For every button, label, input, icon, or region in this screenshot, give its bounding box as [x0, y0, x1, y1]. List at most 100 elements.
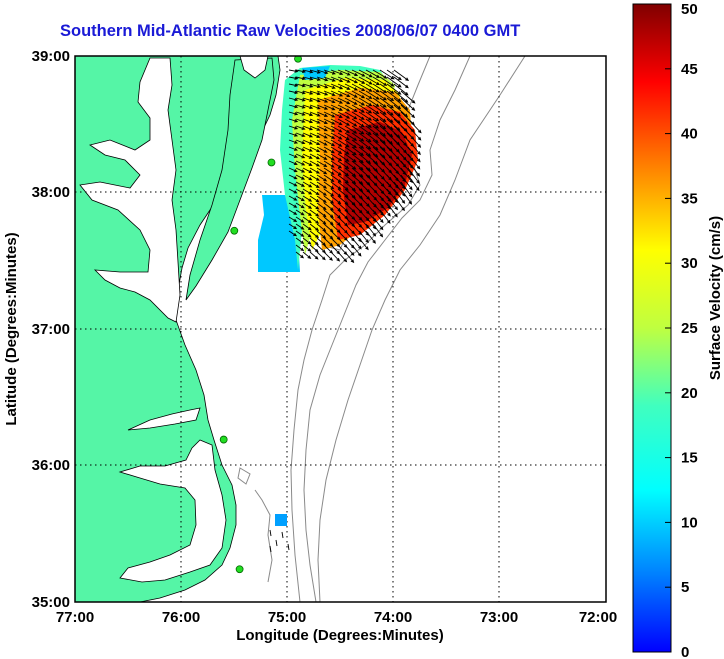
velocity-arrow: [337, 251, 348, 263]
velocity-arrow: [295, 209, 305, 216]
velocity-arrow: [323, 83, 336, 89]
velocity-arrow: [330, 132, 343, 140]
velocity-arrow: [330, 139, 343, 147]
velocity-arrow: [400, 181, 413, 198]
velocity-arrow: [288, 69, 299, 73]
velocity-arrow: [330, 125, 343, 133]
velocity-arrow: [344, 125, 358, 134]
velocity-arrow: [309, 223, 320, 231]
velocity-arrow: [337, 146, 350, 155]
velocity-arrow: [351, 118, 365, 128]
velocity-arrow: [365, 83, 380, 93]
velocity-arrow: [288, 195, 298, 201]
velocity-arrow: [337, 104, 351, 112]
velocity-arrow: [288, 104, 299, 109]
velocity-arrow: [302, 69, 314, 74]
velocity-arrow: [302, 104, 314, 109]
velocity-arrow: [295, 83, 306, 88]
velocity-arrow: [295, 90, 306, 95]
velocity-arrow: [309, 146, 321, 153]
velocity-arrow: [330, 69, 344, 76]
velocity-arrow: [323, 97, 336, 104]
velocity-arrow: [323, 139, 336, 147]
velocity-arrow: [379, 90, 395, 102]
velocity-arrow: [302, 251, 312, 259]
velocity-arrow: [407, 118, 422, 134]
velocity-arrow: [288, 209, 298, 215]
velocity-arrow: [295, 97, 306, 102]
velocity-arrow: [288, 223, 298, 230]
velocity-arrow: [302, 209, 313, 217]
velocity-arrow: [316, 188, 327, 196]
velocity-arrow: [323, 90, 336, 96]
velocity-arrow: [358, 111, 373, 121]
velocity-arrow: [337, 160, 350, 170]
velocity-arrow: [372, 216, 384, 231]
colorbar-tick-label: 35: [681, 190, 698, 207]
velocity-arrow: [365, 69, 381, 78]
x-axis-title: Longitude (Degrees:Minutes): [236, 627, 444, 644]
velocity-arrow: [309, 167, 320, 174]
velocity-arrow: [323, 188, 335, 197]
velocity-arrow: [295, 153, 306, 159]
velocity-arrow: [393, 69, 410, 81]
velocity-arrow: [365, 76, 381, 86]
velocity-arrow: [386, 195, 398, 211]
velocity-arrow: [323, 181, 335, 190]
velocity-arrow: [365, 230, 376, 244]
velocity-arrow: [309, 132, 321, 138]
velocity-arrow: [323, 125, 336, 132]
velocity-arrow: [302, 111, 314, 117]
velocity-arrow: [295, 104, 306, 109]
velocity-arrow: [302, 97, 314, 102]
velocity-arrow: [309, 237, 319, 246]
velocity-arrow: [316, 132, 328, 139]
radar-station-marker: [235, 565, 244, 574]
colorbar-tick-label: 30: [681, 255, 698, 272]
velocity-arrow: [309, 111, 321, 117]
velocity-arrow: [288, 90, 299, 95]
velocity-arrow: [358, 132, 372, 143]
velocity-arrow: [407, 146, 421, 163]
map-title: Southern Mid-Atlantic Raw Velocities 200…: [60, 22, 521, 40]
velocity-arrow: [393, 83, 409, 96]
velocity-arrow: [351, 153, 364, 164]
velocity-arrow: [323, 209, 334, 218]
velocity-arrow: [351, 237, 362, 250]
velocity-arrow: [295, 230, 305, 237]
x-tick-label: 76:00: [162, 609, 200, 626]
velocity-arrow: [372, 118, 387, 130]
velocity-arrow: [295, 118, 306, 123]
velocity-arrow: [330, 251, 341, 262]
velocity-arrow: [309, 188, 320, 196]
velocity-arrow: [269, 545, 272, 553]
velocity-arrow: [309, 181, 320, 188]
velocity-arrow: [316, 83, 329, 89]
velocity-arrow: [337, 76, 351, 83]
velocity-arrow: [316, 160, 328, 168]
velocity-arrow: [295, 223, 305, 230]
x-tick-label: 74:00: [374, 609, 412, 626]
velocity-arrow: [358, 69, 373, 78]
velocity-vectors: [269, 69, 422, 553]
velocity-arrow: [372, 97, 387, 108]
velocity-arrow: [344, 132, 358, 141]
velocity-arrow: [269, 529, 272, 537]
velocity-arrow: [302, 90, 314, 95]
velocity-arrow: [316, 209, 327, 218]
velocity-arrow: [323, 118, 336, 125]
velocity-arrow: [337, 174, 349, 184]
velocity-arrow: [295, 139, 306, 145]
colorbar: [632, 3, 672, 653]
velocity-arrow: [365, 111, 380, 122]
velocity-arrow: [351, 83, 366, 92]
velocity-arrow: [337, 125, 350, 133]
velocity-arrow: [302, 139, 313, 145]
velocity-arrow: [309, 69, 322, 74]
velocity-arrow: [407, 125, 422, 141]
velocity-arrow: [358, 104, 373, 114]
velocity-arrow: [302, 195, 313, 202]
velocity-arrow: [323, 69, 336, 75]
velocity-arrow: [351, 139, 365, 149]
